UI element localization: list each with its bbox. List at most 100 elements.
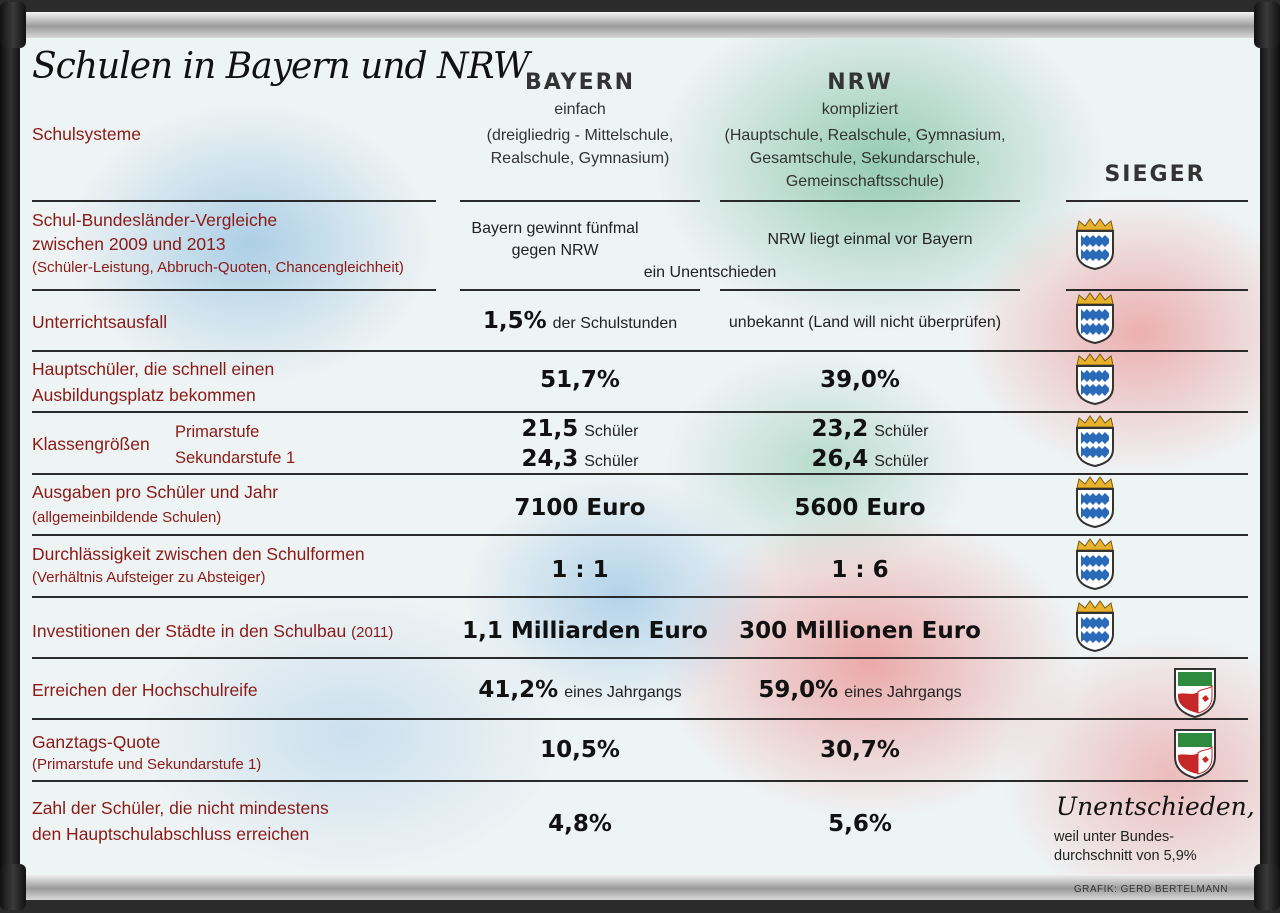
bayern-klassen-primar: 21,5 Schüler [450, 416, 710, 442]
frame-corner [1254, 864, 1280, 910]
bayern-ausgaben: 7100 Euro [450, 495, 710, 521]
divider-9 [32, 718, 1248, 720]
winner-abschluss-note-2: durchschnitt von 5,9% [1054, 848, 1197, 864]
row-label-ausgaben: Ausgaben pro Schüler und Jahr [32, 482, 279, 502]
frame-corner [0, 2, 26, 48]
nrw-investitionen-value: 300 Millionen Euro [739, 618, 981, 644]
bavaria-crest-icon [1072, 538, 1118, 591]
divider-winner-2 [1066, 289, 1248, 291]
nrw-vergleiche: NRW liegt einmal vor Bayern [767, 231, 973, 248]
nrw-klassen-primar: 23,2 Schüler [730, 416, 1010, 442]
nrw-klassen-primar-unit: Schüler [874, 423, 929, 440]
bayern-investitionen: 1,1 Milliarden Euro [440, 618, 730, 644]
bayern-abschluss: 4,8% [450, 811, 710, 837]
page-title: Schulen in Bayern und NRW [32, 46, 530, 87]
divider-bayern-2 [460, 289, 700, 291]
bayern-durchlaessigkeit: 1 : 1 [450, 557, 710, 583]
winner-abschluss-note-1: weil unter Bundes- [1054, 829, 1175, 845]
board-surface: Schulen in Bayern und NRW BAYERN einfach… [20, 34, 1260, 876]
bayern-vergleiche-2: gegen NRW [511, 242, 599, 259]
bayern-ganztag-value: 10,5% [540, 737, 620, 763]
row-label-abschluss-1: Zahl der Schüler, die nicht mindestens [32, 798, 329, 818]
row-label-ganztag: Ganztags-Quote [32, 732, 161, 752]
divider-nrw-2 [720, 289, 1020, 291]
divider-6 [32, 534, 1248, 536]
row-label-unterrichtsausfall: Unterrichtsausfall [32, 312, 168, 332]
draw-vergleiche: ein Unentschieden [643, 264, 777, 281]
row-label-investitionen-text: Investitionen der Städte in den Schulbau [32, 621, 347, 641]
bayern-klassen-primar-value: 21,5 [521, 416, 579, 442]
nrw-klassen-sek: 26,4 Schüler [730, 446, 1010, 472]
frame-corner [1254, 2, 1280, 48]
bayern-ausgaben-value: 7100 Euro [514, 495, 646, 521]
nrw-hauptschueler-value: 39,0% [820, 367, 900, 393]
frame-corner [0, 864, 26, 910]
bayern-hochschulreife-value: 41,2% [478, 677, 559, 703]
nrw-hochschulreife-value: 59,0% [758, 677, 839, 703]
divider-winner-1 [1066, 200, 1248, 202]
nrw-investitionen: 300 Millionen Euro [720, 618, 1000, 644]
row-sub-primarstufe: Primarstufe [175, 423, 260, 441]
nrw-ganztag: 30,7% [720, 737, 1000, 763]
nrw-durchlaessigkeit-value: 1 : 6 [831, 557, 889, 583]
bayern-klassen-primar-unit: Schüler [584, 423, 639, 440]
winner-abschluss-text: Unentschieden, [1056, 792, 1255, 821]
row-label-vergleiche-2: zwischen 2009 und 2013 [32, 234, 226, 254]
nrw-ganztag-value: 30,7% [820, 737, 900, 763]
bavaria-crest-icon [1072, 415, 1118, 468]
row-note-ausgaben: (allgemeinbildende Schulen) [32, 509, 222, 526]
row-label-abschluss-2: den Hauptschulabschluss erreichen [32, 824, 310, 844]
nrw-schulsysteme: (Hauptschule, Realschule, Gymnasium, Ges… [724, 127, 1006, 190]
row-label-vergleiche-1: Schul-Bundesländer-Vergleiche [32, 210, 278, 230]
row-note-ganztag: (Primarstufe und Sekundarstufe 1) [32, 756, 262, 773]
row-label-investitionen: Investitionen der Städte in den Schulbau… [32, 619, 393, 645]
bayern-rating: einfach [554, 101, 606, 118]
nrw-abschluss: 5,6% [720, 811, 1000, 837]
bayern-unterrichtsausfall: 1,5% der Schulstunden [450, 308, 710, 334]
bayern-investitionen-value: 1,1 Milliarden Euro [462, 618, 708, 644]
bayern-abschluss-value: 4,8% [548, 811, 612, 837]
nrw-ausgaben: 5600 Euro [720, 495, 1000, 521]
nrw-hauptschueler: 39,0% [720, 367, 1000, 393]
bayern-header: BAYERN [524, 70, 635, 95]
nrw-hochschulreife: 59,0% eines Jahrgangs [720, 677, 1000, 703]
bayern-unterrichtsausfall-value: 1,5% [482, 308, 547, 334]
divider-label-2 [32, 289, 436, 291]
nrw-durchlaessigkeit: 1 : 6 [720, 557, 1000, 583]
bayern-hochschulreife-unit: eines Jahrgangs [564, 684, 682, 701]
nrw-klassen-primar-value: 23,2 [811, 416, 869, 442]
bayern-schulsysteme: (dreigliedrig - Mittelschule, Realschule… [486, 127, 674, 167]
divider-bayern-1 [460, 200, 700, 202]
row-label-durchlaessigkeit: Durchlässigkeit zwischen den Schulformen [32, 544, 365, 564]
row-label-klassengroessen: Klassengrößen [32, 434, 150, 454]
row-sub-sekundarstufe: Sekundarstufe 1 [175, 449, 296, 467]
bavaria-crest-icon [1072, 476, 1118, 529]
nrw-rating: kompliziert [821, 101, 899, 118]
row-label-schulsysteme: Schulsysteme [32, 124, 141, 144]
graphic-credit: GRAFIK: GERD BERTELMANN [1073, 884, 1228, 895]
frame-bottom [0, 874, 1280, 900]
divider-7 [32, 596, 1248, 598]
bayern-unterrichtsausfall-unit: der Schulstunden [552, 315, 678, 332]
nrw-abschluss-value: 5,6% [828, 811, 892, 837]
nrw-klassen-sek-unit: Schüler [874, 453, 929, 470]
bayern-klassen-sek-value: 24,3 [521, 446, 579, 472]
row-label-hauptschueler-2: Ausbildungsplatz bekommen [32, 385, 256, 405]
nrw-unterrichtsausfall: unbekannt (Land will nicht überprüfen) [728, 314, 1002, 331]
nrw-klassen-sek-value: 26,4 [811, 446, 869, 472]
frame-left [0, 30, 22, 882]
bayern-durchlaessigkeit-value: 1 : 1 [551, 557, 609, 583]
row-note-durchlaessigkeit: (Verhältnis Aufsteiger zu Absteiger) [32, 569, 266, 586]
nrw-ausgaben-value: 5600 Euro [794, 495, 926, 521]
divider-label-1 [32, 200, 436, 202]
winner-header: SIEGER [1104, 162, 1206, 187]
bavaria-crest-icon [1072, 353, 1118, 406]
bayern-hochschulreife: 41,2% eines Jahrgangs [450, 677, 710, 703]
row-label-investitionen-year: (2011) [351, 624, 394, 641]
bayern-hauptschueler: 51,7% [450, 367, 710, 393]
divider-5 [32, 473, 1248, 475]
bavaria-crest-icon [1072, 600, 1118, 653]
row-note-vergleiche: (Schüler-Leistung, Abbruch-Quoten, Chanc… [32, 259, 404, 276]
divider-nrw-1 [720, 200, 1020, 202]
